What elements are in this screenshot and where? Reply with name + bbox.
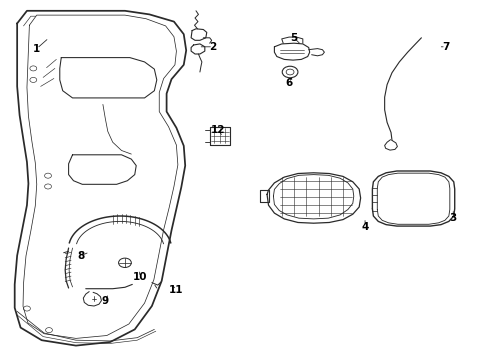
Text: 9: 9 — [102, 296, 109, 306]
Text: 10: 10 — [132, 272, 147, 282]
Text: 8: 8 — [77, 251, 84, 261]
Text: 6: 6 — [286, 78, 293, 88]
Text: 7: 7 — [442, 42, 450, 52]
Text: 1: 1 — [33, 44, 40, 54]
Text: 11: 11 — [169, 285, 184, 295]
Text: 2: 2 — [210, 42, 217, 52]
Text: 3: 3 — [450, 213, 457, 223]
Text: 5: 5 — [291, 33, 297, 43]
Text: 4: 4 — [361, 222, 369, 232]
Text: 12: 12 — [211, 125, 225, 135]
